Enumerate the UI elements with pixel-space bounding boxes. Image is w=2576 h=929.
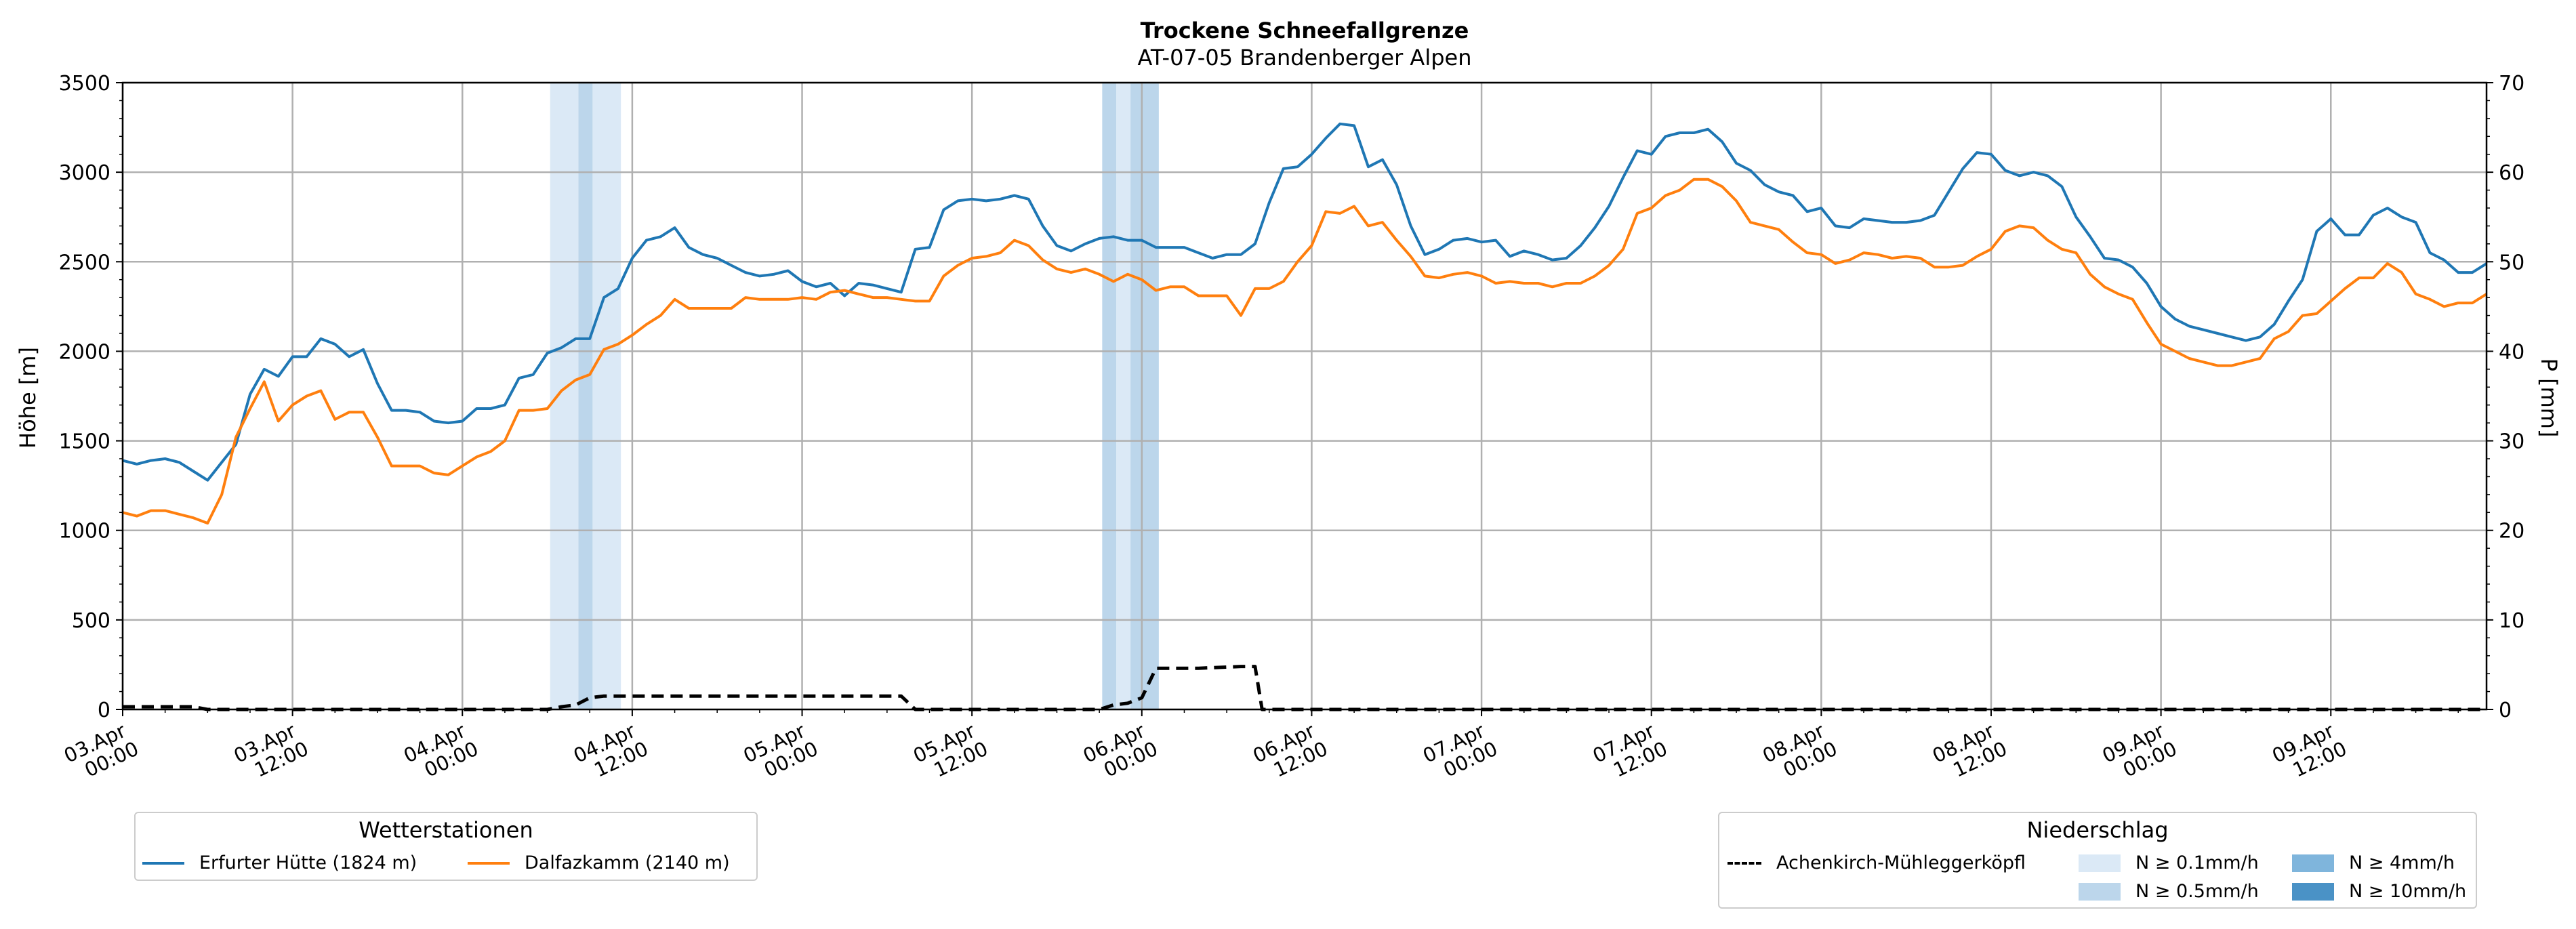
legend-label-erfurter: Erfurter Hütte (1824 m) bbox=[199, 852, 417, 873]
legend-precipitation: Niederschlag Achenkirch-Mühleggerköpfl N… bbox=[1718, 812, 2477, 909]
legend-stations: Wetterstationen Erfurter Hütte (1824 m) … bbox=[134, 812, 758, 881]
legend-item-n4: N ≥ 4mm/h bbox=[2292, 852, 2455, 873]
y-tick-label-2: 1000 bbox=[59, 520, 110, 543]
y-tick-label-4: 2000 bbox=[59, 340, 110, 364]
legend-item-dalfazkamm: Dalfazkamm (2140 m) bbox=[468, 852, 730, 873]
legend-item-n05: N ≥ 0.5mm/h bbox=[2079, 881, 2259, 902]
precip-band-2 bbox=[592, 83, 621, 709]
plot-frame bbox=[121, 81, 2488, 711]
y-tick-label-1: 500 bbox=[72, 609, 110, 633]
y2-tick-label-3: 30 bbox=[2499, 430, 2524, 454]
y2-tick-label-0: 0 bbox=[2499, 699, 2512, 722]
legend-label-achenkirch: Achenkirch-Mühleggerköpfl bbox=[1776, 852, 2026, 873]
legend-precipitation-title: Niederschlag bbox=[2026, 817, 2169, 843]
legend-item-erfurter: Erfurter Hütte (1824 m) bbox=[142, 852, 417, 873]
y-tick-label-7: 3500 bbox=[59, 72, 110, 96]
precipitation-bands bbox=[550, 83, 1159, 709]
y2-tick-label-1: 10 bbox=[2499, 609, 2524, 633]
legend-label-dalfazkamm: Dalfazkamm (2140 m) bbox=[525, 852, 730, 873]
y-tick-label-0: 0 bbox=[98, 699, 110, 722]
legend-item-n10: N ≥ 10mm/h bbox=[2292, 881, 2466, 902]
legend-swatch-dalfazkamm bbox=[468, 861, 510, 865]
series-line-1 bbox=[122, 178, 2488, 525]
precip-band-0 bbox=[550, 83, 579, 709]
data-series bbox=[122, 122, 2488, 711]
legend-label-n05: N ≥ 0.5mm/h bbox=[2135, 881, 2259, 902]
legend-swatch-erfurter bbox=[142, 861, 184, 865]
axes: 0 0 500 10 1000 20 1500 30 2000 40 2500 50 3000 60 350… bbox=[59, 72, 2525, 782]
chart-title: Trockene Schneefallgrenze bbox=[1141, 18, 1469, 43]
legend-swatch-achenkirch bbox=[1727, 861, 1761, 865]
legend-stations-title: Wetterstationen bbox=[359, 817, 533, 843]
legend-label-n01: N ≥ 0.1mm/h bbox=[2135, 852, 2259, 873]
legend-swatch-n10 bbox=[2292, 882, 2334, 901]
legend-swatch-n4 bbox=[2292, 854, 2334, 872]
legend-swatch-n01 bbox=[2079, 854, 2121, 872]
legend-label-n10: N ≥ 10mm/h bbox=[2349, 881, 2467, 902]
legend-item-achenkirch: Achenkirch-Mühleggerköpfl bbox=[1727, 852, 2026, 873]
y-tick-label-3: 1500 bbox=[59, 430, 110, 454]
y-axis-label: Höhe [m] bbox=[15, 347, 41, 449]
y2-tick-label-7: 70 bbox=[2499, 72, 2524, 96]
legend-swatch-n05 bbox=[2079, 882, 2121, 901]
y-tick-label-6: 3000 bbox=[59, 161, 110, 185]
y2-tick-label-5: 50 bbox=[2499, 251, 2524, 274]
y2-tick-label-4: 40 bbox=[2499, 340, 2524, 364]
y2-tick-label-2: 20 bbox=[2499, 520, 2524, 543]
grid-lines bbox=[121, 81, 2487, 711]
legend-item-n01: N ≥ 0.1mm/h bbox=[2079, 852, 2259, 873]
precip-band-4 bbox=[1116, 83, 1131, 709]
precip-band-3 bbox=[1102, 83, 1117, 709]
chart-subtitle: AT-07-05 Brandenberger Alpen bbox=[1138, 45, 1472, 70]
legend-label-n4: N ≥ 4mm/h bbox=[2349, 852, 2455, 873]
series-line-2 bbox=[123, 665, 2487, 711]
y2-tick-label-6: 60 bbox=[2499, 161, 2524, 185]
y2-axis-label: P [mm] bbox=[2536, 358, 2562, 438]
y-tick-label-5: 2500 bbox=[59, 251, 110, 274]
precip-band-5 bbox=[1130, 83, 1159, 709]
precip-band-1 bbox=[578, 83, 593, 709]
series-line-0 bbox=[122, 122, 2488, 482]
